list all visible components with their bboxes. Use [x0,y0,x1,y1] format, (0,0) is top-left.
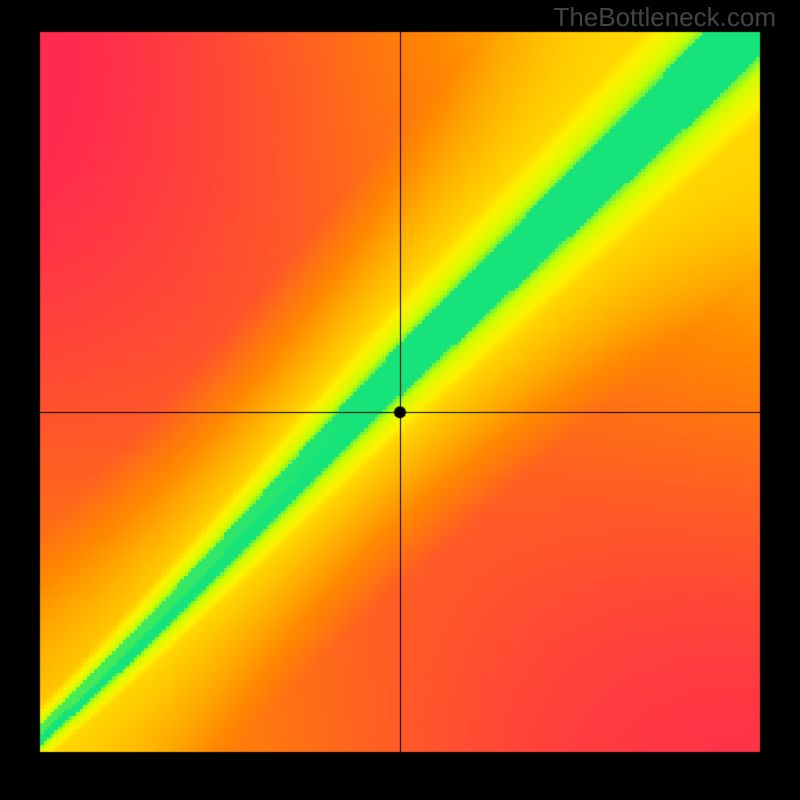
watermark-text: TheBottleneck.com [553,2,776,33]
chart-container: TheBottleneck.com [0,0,800,800]
bottleneck-heatmap [0,0,800,800]
